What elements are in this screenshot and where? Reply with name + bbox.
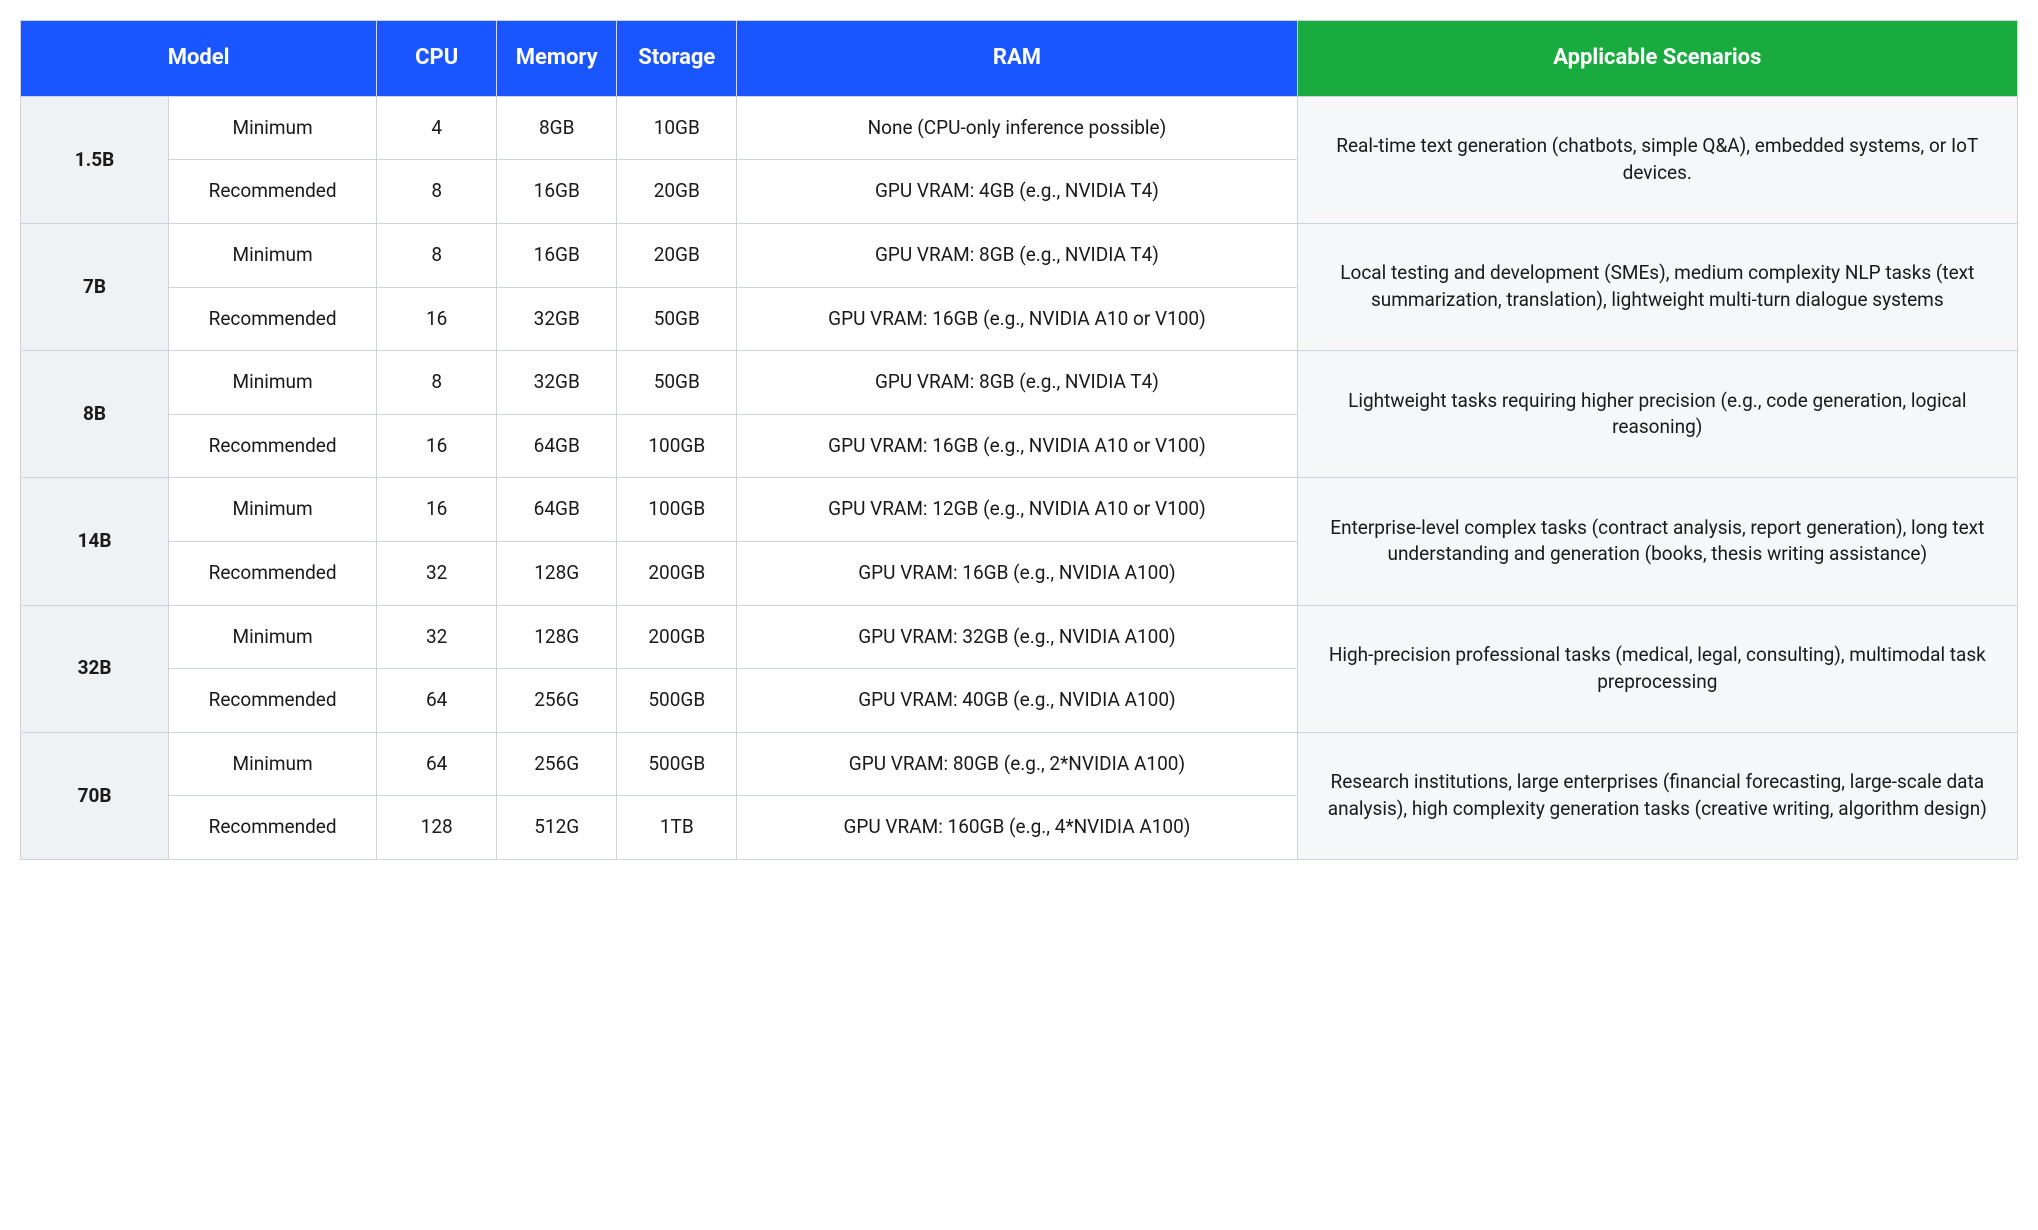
memory-cell: 16GB [497, 160, 617, 224]
memory-cell: 64GB [497, 414, 617, 478]
ram-cell: GPU VRAM: 4GB (e.g., NVIDIA T4) [737, 160, 1297, 224]
storage-cell: 200GB [617, 605, 737, 669]
tier-cell: Recommended [169, 414, 377, 478]
tier-cell: Minimum [169, 605, 377, 669]
storage-cell: 1TB [617, 796, 737, 860]
table-row: 8BMinimum832GB50GBGPU VRAM: 8GB (e.g., N… [21, 351, 2018, 415]
memory-cell: 32GB [497, 287, 617, 351]
ram-cell: GPU VRAM: 80GB (e.g., 2*NVIDIA A100) [737, 732, 1297, 796]
model-name-cell: 70B [21, 732, 169, 859]
col-header-ram: RAM [737, 21, 1297, 97]
table-row: 32BMinimum32128G200GBGPU VRAM: 32GB (e.g… [21, 605, 2018, 669]
cpu-cell: 4 [377, 96, 497, 160]
model-name-cell: 32B [21, 605, 169, 732]
ram-cell: GPU VRAM: 12GB (e.g., NVIDIA A10 or V100… [737, 478, 1297, 542]
tier-cell: Recommended [169, 541, 377, 605]
model-name-cell: 8B [21, 351, 169, 478]
memory-cell: 16GB [497, 223, 617, 287]
col-header-scenarios: Applicable Scenarios [1297, 21, 2017, 97]
col-header-storage: Storage [617, 21, 737, 97]
storage-cell: 20GB [617, 160, 737, 224]
cpu-cell: 32 [377, 605, 497, 669]
ram-cell: GPU VRAM: 160GB (e.g., 4*NVIDIA A100) [737, 796, 1297, 860]
storage-cell: 100GB [617, 478, 737, 542]
storage-cell: 200GB [617, 541, 737, 605]
tier-cell: Recommended [169, 160, 377, 224]
memory-cell: 128G [497, 605, 617, 669]
cpu-cell: 16 [377, 414, 497, 478]
storage-cell: 50GB [617, 287, 737, 351]
cpu-cell: 8 [377, 223, 497, 287]
table-row: 1.5BMinimum48GB10GBNone (CPU-only infere… [21, 96, 2018, 160]
tier-cell: Minimum [169, 351, 377, 415]
cpu-cell: 8 [377, 160, 497, 224]
memory-cell: 32GB [497, 351, 617, 415]
table-row: 7BMinimum816GB20GBGPU VRAM: 8GB (e.g., N… [21, 223, 2018, 287]
col-header-model: Model [21, 21, 377, 97]
tier-cell: Recommended [169, 287, 377, 351]
model-requirements-table: Model CPU Memory Storage RAM Applicable … [20, 20, 2018, 860]
model-name-cell: 14B [21, 478, 169, 605]
tier-cell: Recommended [169, 669, 377, 733]
tier-cell: Minimum [169, 223, 377, 287]
model-name-cell: 1.5B [21, 96, 169, 223]
memory-cell: 64GB [497, 478, 617, 542]
ram-cell: GPU VRAM: 40GB (e.g., NVIDIA A100) [737, 669, 1297, 733]
ram-cell: GPU VRAM: 32GB (e.g., NVIDIA A100) [737, 605, 1297, 669]
scenario-cell: High-precision professional tasks (medic… [1297, 605, 2017, 732]
tier-cell: Minimum [169, 96, 377, 160]
ram-cell: GPU VRAM: 16GB (e.g., NVIDIA A10 or V100… [737, 414, 1297, 478]
storage-cell: 10GB [617, 96, 737, 160]
cpu-cell: 8 [377, 351, 497, 415]
col-header-cpu: CPU [377, 21, 497, 97]
scenario-cell: Research institutions, large enterprises… [1297, 732, 2017, 859]
scenario-cell: Local testing and development (SMEs), me… [1297, 223, 2017, 350]
storage-cell: 50GB [617, 351, 737, 415]
ram-cell: GPU VRAM: 8GB (e.g., NVIDIA T4) [737, 223, 1297, 287]
memory-cell: 128G [497, 541, 617, 605]
table-row: 70BMinimum64256G500GBGPU VRAM: 80GB (e.g… [21, 732, 2018, 796]
table-header: Model CPU Memory Storage RAM Applicable … [21, 21, 2018, 97]
ram-cell: GPU VRAM: 16GB (e.g., NVIDIA A100) [737, 541, 1297, 605]
storage-cell: 100GB [617, 414, 737, 478]
memory-cell: 512G [497, 796, 617, 860]
storage-cell: 500GB [617, 669, 737, 733]
col-header-memory: Memory [497, 21, 617, 97]
cpu-cell: 64 [377, 732, 497, 796]
cpu-cell: 128 [377, 796, 497, 860]
ram-cell: GPU VRAM: 8GB (e.g., NVIDIA T4) [737, 351, 1297, 415]
ram-cell: None (CPU-only inference possible) [737, 96, 1297, 160]
tier-cell: Minimum [169, 732, 377, 796]
tier-cell: Recommended [169, 796, 377, 860]
storage-cell: 20GB [617, 223, 737, 287]
tier-cell: Minimum [169, 478, 377, 542]
scenario-cell: Enterprise-level complex tasks (contract… [1297, 478, 2017, 605]
table-body: 1.5BMinimum48GB10GBNone (CPU-only infere… [21, 96, 2018, 859]
model-name-cell: 7B [21, 223, 169, 350]
memory-cell: 8GB [497, 96, 617, 160]
cpu-cell: 16 [377, 478, 497, 542]
table-row: 14BMinimum1664GB100GBGPU VRAM: 12GB (e.g… [21, 478, 2018, 542]
cpu-cell: 64 [377, 669, 497, 733]
memory-cell: 256G [497, 732, 617, 796]
cpu-cell: 32 [377, 541, 497, 605]
scenario-cell: Lightweight tasks requiring higher preci… [1297, 351, 2017, 478]
cpu-cell: 16 [377, 287, 497, 351]
ram-cell: GPU VRAM: 16GB (e.g., NVIDIA A10 or V100… [737, 287, 1297, 351]
memory-cell: 256G [497, 669, 617, 733]
storage-cell: 500GB [617, 732, 737, 796]
scenario-cell: Real-time text generation (chatbots, sim… [1297, 96, 2017, 223]
